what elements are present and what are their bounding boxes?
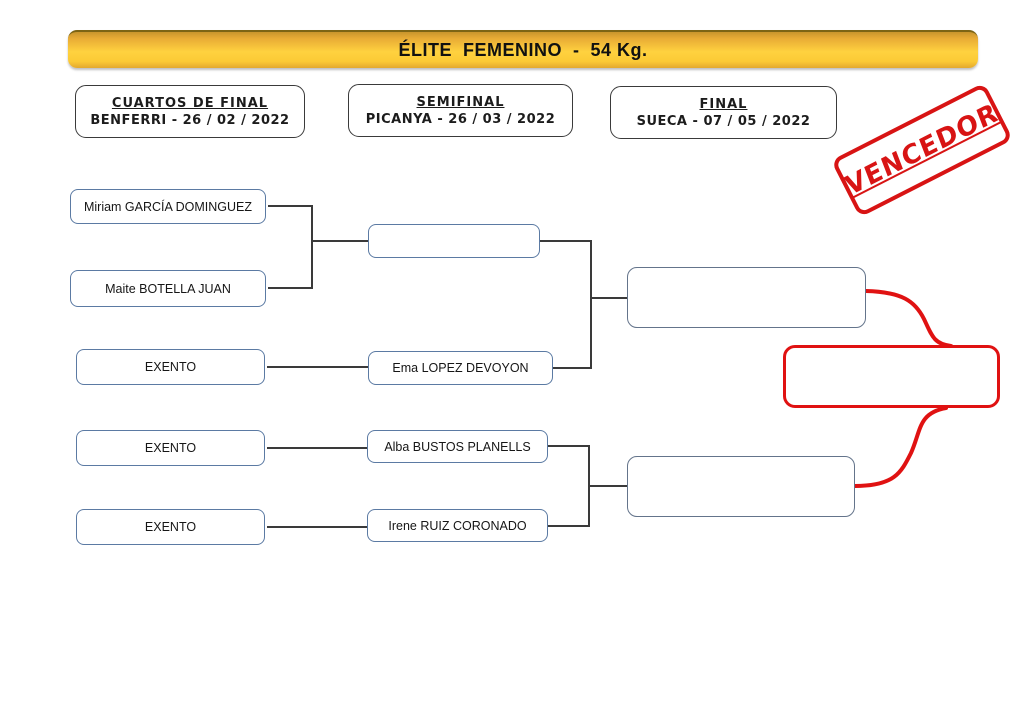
sf-player-box-4: Irene RUIZ CORONADO bbox=[367, 509, 548, 542]
sf-player-box-2: Ema LOPEZ DEVOYON bbox=[368, 351, 553, 385]
qf-player-box-3: EXENTO bbox=[76, 349, 265, 385]
round-venue-date: BENFERRI - 26 / 02 / 2022 bbox=[90, 112, 290, 128]
player-name: EXENTO bbox=[144, 360, 197, 374]
qf-player-box-4: EXENTO bbox=[76, 430, 265, 466]
round-name: CUARTOS DE FINAL bbox=[111, 95, 269, 111]
round-header-semifinal: SEMIFINAL PICANYA - 26 / 03 / 2022 bbox=[348, 84, 573, 137]
round-header-final: FINAL SUECA - 07 / 05 / 2022 bbox=[610, 86, 837, 139]
category-title: ÉLITE FEMENINO - 54 Kg. bbox=[398, 39, 648, 60]
player-name: Irene RUIZ CORONADO bbox=[388, 518, 527, 533]
sf-player-box-3: Alba BUSTOS PLANELLS bbox=[367, 430, 548, 463]
player-name: EXENTO bbox=[144, 520, 197, 534]
final-slot-box-bottom bbox=[627, 456, 855, 517]
qf-player-box-5: EXENTO bbox=[76, 509, 265, 545]
player-name: Maite BOTELLA JUAN bbox=[105, 281, 231, 296]
final-slot-box-top bbox=[627, 267, 866, 328]
round-header-quarterfinals: CUARTOS DE FINAL BENFERRI - 26 / 02 / 20… bbox=[75, 85, 305, 138]
round-venue-date: PICANYA - 26 / 03 / 2022 bbox=[365, 111, 556, 127]
round-venue-date: SUECA - 07 / 05 / 2022 bbox=[636, 113, 811, 129]
finalist-to-winner-curves bbox=[853, 289, 953, 488]
category-banner: ÉLITE FEMENINO - 54 Kg. bbox=[68, 30, 978, 68]
round-name: FINAL bbox=[699, 96, 748, 112]
sf-slot-box-1 bbox=[368, 224, 540, 258]
player-name: Alba BUSTOS PLANELLS bbox=[384, 439, 531, 454]
winner-box bbox=[783, 345, 1000, 408]
qf-player-box-1: Miriam GARCÍA DOMINGUEZ bbox=[70, 189, 266, 224]
player-name: Miriam GARCÍA DOMINGUEZ bbox=[83, 199, 253, 214]
player-name: EXENTO bbox=[144, 441, 197, 455]
player-name: Ema LOPEZ DEVOYON bbox=[392, 361, 529, 375]
qf-player-box-2: Maite BOTELLA JUAN bbox=[70, 270, 266, 307]
round-name: SEMIFINAL bbox=[416, 94, 505, 110]
